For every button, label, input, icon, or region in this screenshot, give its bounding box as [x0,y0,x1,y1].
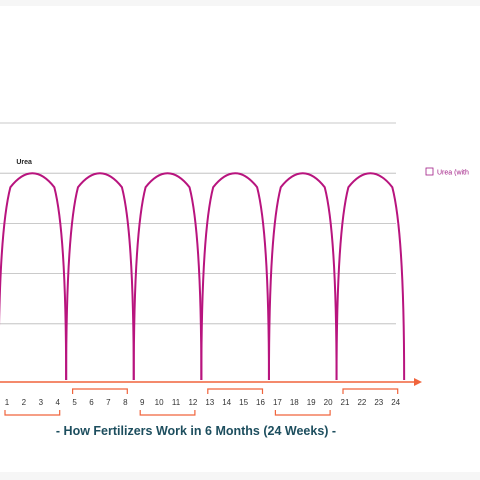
x-tick-label: 19 [307,398,316,407]
x-tick-label: 11 [172,398,181,407]
series-arc [335,172,406,381]
x-tick-label: 8 [123,398,128,407]
x-tick-label: 21 [341,398,350,407]
x-axis [0,378,422,386]
series-arc [65,172,135,381]
series-arc [267,172,338,381]
series-arc [0,172,68,381]
week-bracket [4,410,61,416]
x-tick-label: 24 [391,398,400,407]
x-tick-label: 4 [55,398,60,407]
chart-panel: Urea Urea (with 1 2 3 4 5 6 7 8 9 10 11 12 13 14 15 16 1… [0,6,480,472]
week-bracket [274,410,331,416]
legend-swatch [425,167,434,176]
x-tick-label: 2 [22,398,27,407]
x-axis-arrow [414,378,422,386]
x-tick-label: 15 [239,398,248,407]
x-tick-label: 3 [39,398,44,407]
series-lines [0,172,406,381]
chart-title: - How Fertilizers Work in 6 Months (24 W… [56,424,336,438]
series-label-urea: Urea [16,159,32,166]
series-arc [132,172,203,381]
x-tick-label: 13 [205,398,214,407]
week-bracket [342,388,399,394]
gridlines [0,122,396,325]
x-tick-label: 16 [256,398,265,407]
week-brackets [4,388,399,416]
x-tick-label: 23 [374,398,383,407]
x-tick-label: 20 [324,398,333,407]
week-bracket [139,410,196,416]
x-tick-label: 18 [290,398,299,407]
x-tick-label: 9 [140,398,145,407]
x-tick-label: 5 [72,398,77,407]
x-tick-label: 6 [89,398,94,407]
x-tick-label: 22 [357,398,366,407]
x-tick-label: 17 [273,398,282,407]
legend-entry: Urea (with [437,170,469,177]
x-tick-label: 10 [155,398,164,407]
week-bracket [207,388,264,394]
series-arc [200,172,270,381]
x-tick-label: 14 [222,398,231,407]
week-bracket [72,388,128,394]
x-tick-label: 12 [188,398,197,407]
fertilizer-chart: Urea Urea (with 1 2 3 4 5 6 7 8 9 10 11 12 13 14 15 16 1… [0,122,469,438]
legend: Urea (with [425,167,469,177]
x-tick-label: 7 [106,398,111,407]
x-tick-label: 1 [5,398,10,407]
x-tick-labels: 1 2 3 4 5 6 7 8 9 10 11 12 13 14 15 16 17 18 19 20 21 22 23 24 [5,398,401,407]
